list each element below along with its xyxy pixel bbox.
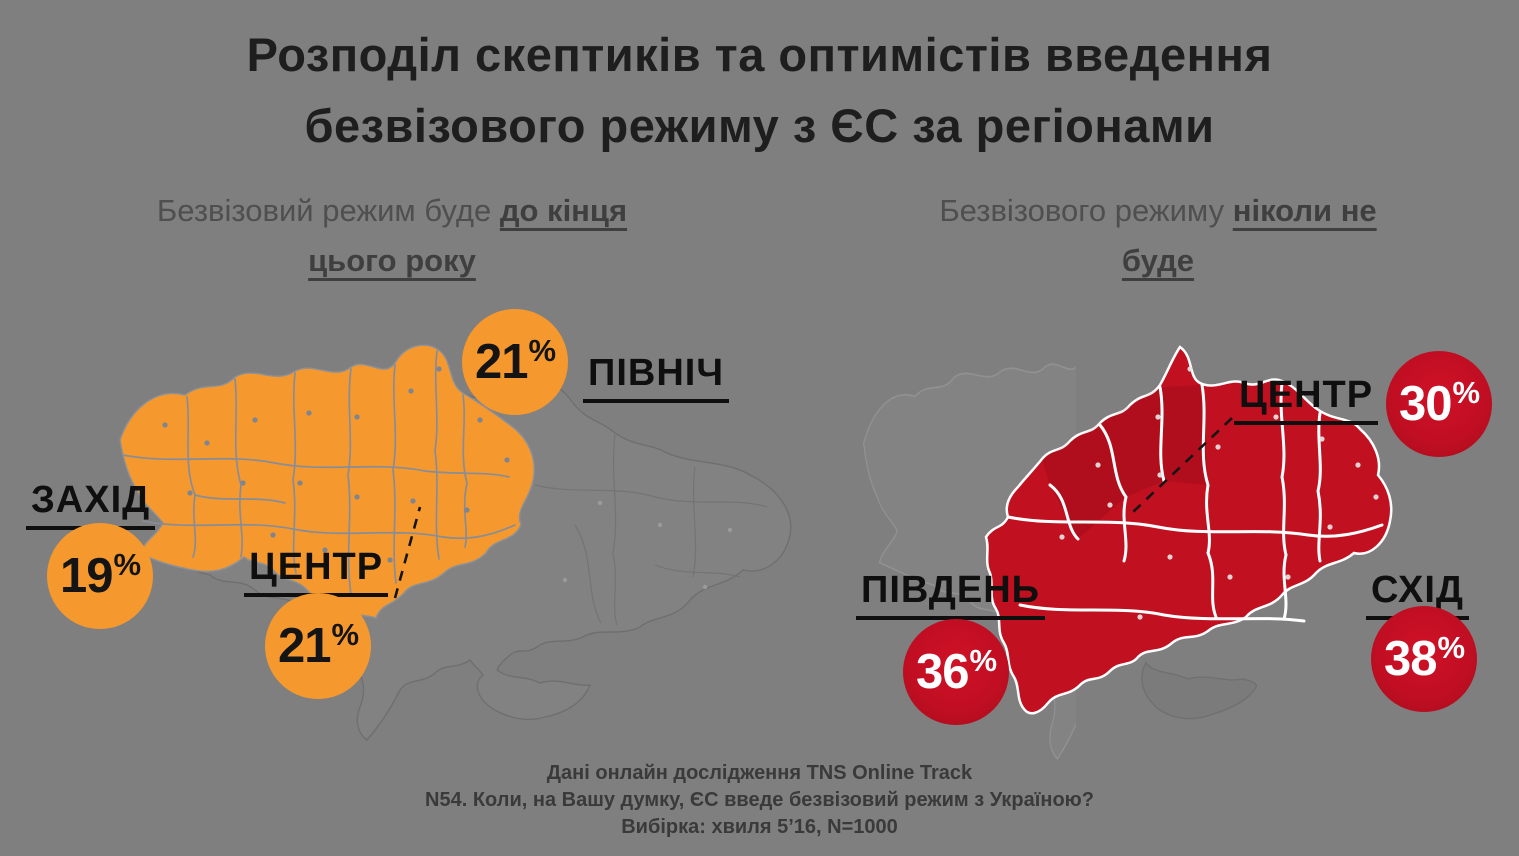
centr-east-value: 30: [1398, 377, 1453, 431]
source-line-1: Дані онлайн дослідження TNS Online Track: [546, 762, 973, 784]
darker-red-regions: [1042, 385, 1208, 539]
centr-east-percent-sign: %: [1452, 375, 1481, 410]
page-title: Розподіл скептиків та оптимістів введенн…: [0, 20, 1519, 161]
skhid-percent-sign: %: [1437, 630, 1466, 665]
optimists-map: [119, 344, 792, 741]
zakhid-percent-sign: %: [113, 547, 142, 582]
skhid-value: 38: [1383, 632, 1438, 686]
skeptics-map: [862, 343, 1393, 760]
title-line-1: Розподіл скептиків та оптимістів введенн…: [246, 28, 1273, 81]
oblast-center-dots: [162, 366, 510, 563]
optimists-subtitle-normal: Безвізовий режим буде: [156, 193, 492, 228]
value-bubble-centr-west: 21%: [265, 593, 371, 699]
pivnich-percent-sign: %: [528, 333, 557, 368]
value-bubble-centr-east: 30%: [1386, 351, 1492, 457]
skeptics-subtitle-emphasis-2: буде: [1121, 242, 1195, 278]
region-label-centr-east: ЦЕНТР: [1234, 374, 1379, 425]
crimea-outline: [1141, 661, 1258, 720]
center-leader-line: [393, 506, 422, 599]
oblast-center-dots-white: [1059, 366, 1379, 620]
source-line-3: Вибірка: хвиля 5’16, N=1000: [621, 816, 898, 838]
source-note: Дані онлайн дослідження TNS Online Track…: [0, 760, 1519, 841]
faint-east-borders: [534, 434, 768, 626]
center-leader-line: [1132, 417, 1233, 513]
optimists-subtitle: Безвізовий режим буде до кінця цього рок…: [62, 186, 722, 285]
optimists-subtitle-emphasis-1: до кінця: [499, 193, 628, 228]
skeptics-subtitle-normal: Безвізового режиму: [939, 193, 1225, 228]
region-label-zakhid: ЗАХІД: [26, 479, 156, 530]
region-label-pivden: ПІВДЕНЬ: [856, 569, 1045, 620]
pivden-percent-sign: %: [969, 643, 998, 678]
optimist-regions-shape: [119, 344, 535, 619]
oblast-borders-white: [1006, 381, 1384, 623]
optimists-subtitle-emphasis-2: цього року: [308, 242, 476, 278]
centr-west-value: 21: [277, 619, 332, 673]
title-line-2: безвізового режиму з ЄС за регіонами: [304, 98, 1215, 152]
skeptics-subtitle: Безвізового режиму ніколи не буде: [828, 186, 1488, 285]
value-bubble-pivden: 36%: [903, 619, 1009, 725]
pivden-value: 36: [915, 645, 970, 699]
zakhid-value: 19: [59, 549, 114, 603]
region-label-centr-west: ЦЕНТР: [244, 546, 389, 597]
value-bubble-pivnich: 21%: [462, 309, 568, 415]
oblast-borders: [122, 350, 516, 596]
centr-west-percent-sign: %: [331, 617, 360, 652]
value-bubble-skhid: 38%: [1371, 606, 1477, 712]
source-line-2: N54. Коли, на Вашу думку, ЄС введе безві…: [425, 789, 1094, 811]
skeptics-subtitle-emphasis-1: ніколи не: [1232, 193, 1377, 228]
value-bubble-zakhid: 19%: [47, 523, 153, 629]
pivnich-value: 21: [474, 335, 529, 389]
region-label-pivnich: ПІВНІЧ: [583, 352, 730, 403]
